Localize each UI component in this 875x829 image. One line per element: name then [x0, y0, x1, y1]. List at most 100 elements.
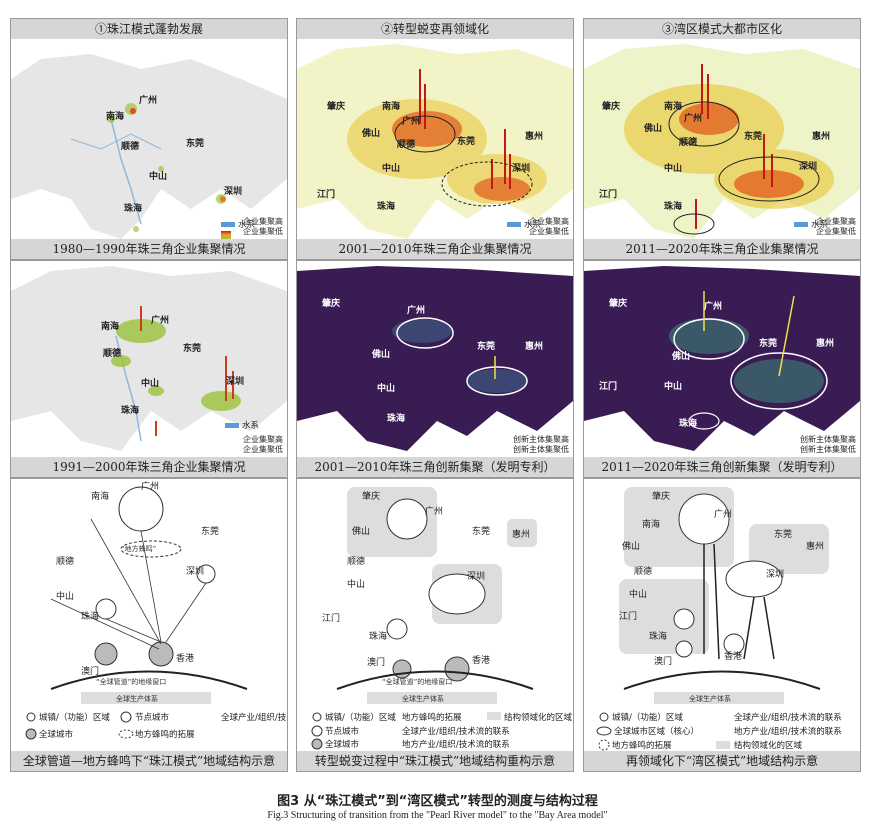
city-label-shunde: 顺德	[679, 136, 697, 148]
panel-title: ①珠江模式蓬勃发展	[11, 19, 287, 39]
city-label-zhaoqing: 肇庆	[327, 100, 345, 112]
water-legend-label: 水系	[524, 219, 541, 230]
innov-legend: 创新主体集聚高 创新主体集聚低	[800, 435, 856, 454]
city-label-nanhai: 南海	[106, 110, 124, 122]
node-label-zhuhai: 珠海	[649, 630, 667, 642]
city-label-zhuhai: 珠海	[387, 412, 405, 424]
city-label-zhongshan: 中山	[149, 170, 167, 182]
city-label-dongguan: 东莞	[477, 340, 495, 352]
panel-title: ②转型蜕变再领域化	[297, 19, 573, 39]
node-label-zhuhai: 珠海	[81, 610, 99, 622]
panel-7: 广州 南海 顺德 东莞 中山 深圳 珠海 澳门 香港 “地方蜂鸣” “全球管道”…	[10, 478, 288, 772]
innov-legend: 创新主体集聚高 创新主体集聚低	[513, 435, 569, 454]
panel-caption: 2011—2020年珠三角创新集聚（发明专利）	[584, 457, 860, 477]
panel-caption: 全球管道—地方蜂鸣下“珠江模式”地域结构示意	[11, 751, 287, 771]
city-label-zhaoqing: 肇庆	[602, 100, 620, 112]
city-label-nanhai: 南海	[382, 100, 400, 112]
map-innovation-2000s: 肇庆 广州 东莞 惠州 佛山 中山 珠海	[297, 261, 573, 457]
panel-caption: 1980—1990年珠三角企业集聚情况	[11, 239, 287, 259]
node-label-shenzhen: 深圳	[766, 569, 784, 580]
city-label-shunde: 顺德	[121, 140, 139, 152]
city-label-zhaoqing: 肇庆	[609, 297, 627, 309]
node-label-xianggang: 香港	[472, 654, 490, 666]
legend-buzz: 地方蜂鸣的拓展	[135, 729, 195, 740]
node-label-foshan: 佛山	[352, 525, 370, 537]
node-label-zhuhai: 珠海	[369, 630, 387, 642]
node-label-dongguan: 东莞	[774, 528, 792, 540]
legend-global: 全球城市	[39, 729, 74, 740]
node-label-foshan: 佛山	[622, 540, 640, 552]
node-label-shunde: 顺德	[634, 565, 652, 577]
window-label: “全球管道”的地缘窗口	[382, 677, 452, 686]
node-label-jiangmen: 江门	[322, 612, 340, 624]
node-label-xianggang: 香港	[724, 650, 742, 662]
city-label-zhongshan: 中山	[382, 162, 400, 174]
panel-4: 广州 南海 顺德 东莞 中山 深圳 珠海 水系 企业集聚高 企业集聚低 1991…	[10, 260, 288, 478]
production-label: 全球生产体系	[402, 694, 444, 703]
city-label-huizhou: 惠州	[816, 337, 834, 349]
city-label-foshan: 佛山	[643, 122, 662, 134]
legend-global: 全球城市	[325, 739, 360, 750]
panel-caption: 2001—2010年珠三角企业集聚情况	[297, 239, 573, 259]
node-label-huizhou: 惠州	[512, 528, 530, 540]
node-label-aomen: 澳门	[81, 665, 99, 677]
city-label-foshan: 佛山	[371, 348, 390, 360]
map-2000s: 肇庆 南海 广州 佛山 顺德 东莞 惠州 中山 深圳 江门 珠海 水系	[297, 39, 573, 239]
city-label-shenzhen: 深圳	[799, 160, 817, 172]
diagram-bay-area-model: 肇庆 南海 广州 佛山 顺德 东莞 惠州 中山 深圳 江门 珠海 澳门 香港 全…	[584, 479, 860, 751]
panel-title: ③湾区模式大都市区化	[584, 19, 860, 39]
node-label-guangzhou: 广州	[425, 505, 443, 517]
city-label-foshan: 佛山	[671, 350, 690, 362]
water-legend-label: 水系	[811, 219, 828, 230]
node-label-dongguan: 东莞	[201, 525, 219, 537]
legend-local-flow: 地方产业/组织/技术流的联系	[402, 739, 510, 750]
city-label-guangzhou: 广州	[684, 112, 702, 124]
node-label-dongguan: 东莞	[472, 525, 490, 537]
city-label-shenzhen: 深圳	[512, 162, 530, 174]
node-label-aomen: 澳门	[654, 655, 672, 667]
panel-1: ①珠江模式蓬勃发展 广州 南海 顺德 东莞 中山 深圳 珠海 水系 企业集聚高	[10, 18, 288, 260]
city-label-guangzhou: 广州	[407, 304, 425, 316]
city-label-zhongshan: 中山	[664, 162, 682, 174]
panel-2: ②转型蜕变再领域化 肇庆 南海 广州 佛山 顺德 东莞 惠州 中山	[296, 18, 574, 260]
legend-buzz: 地方蜂鸣的拓展	[612, 740, 672, 751]
legend-node: 节点城市	[325, 726, 360, 737]
node-label-zhongshan: 中山	[629, 588, 647, 600]
city-label-zhuhai: 珠海	[121, 404, 139, 416]
city-label-shenzhen: 深圳	[224, 185, 242, 197]
legend-town: 城镇/（功能）区域	[325, 712, 396, 723]
city-label-guangzhou: 广州	[139, 94, 157, 106]
node-label-shenzhen: 深圳	[186, 566, 204, 577]
city-label-zhuhai: 珠海	[664, 200, 682, 212]
legend-node: 节点城市	[135, 712, 170, 723]
panel-9: 肇庆 南海 广州 佛山 顺德 东莞 惠州 中山 深圳 江门 珠海 澳门 香港 全…	[583, 478, 861, 772]
panel-3: ③湾区模式大都市区化 肇庆 南海 广州 佛山 顺德 东莞 惠州	[583, 18, 861, 260]
legend-town: 城镇/（功能）区域	[612, 712, 683, 723]
agg-legend: 企业集聚高 企业集聚低	[243, 217, 283, 236]
city-label-zhongshan: 中山	[141, 377, 159, 389]
city-label-zhuhai: 珠海	[679, 417, 697, 429]
node-label-zhongshan: 中山	[56, 590, 74, 602]
panel-8: 肇庆 广州 佛山 东莞 惠州 顺德 中山 深圳 江门 珠海 澳门 香港 “全球管…	[296, 478, 574, 772]
legend-flow: 全球产业/组织/技术流的联系	[402, 726, 510, 737]
city-label-dongguan: 东莞	[183, 342, 201, 354]
city-label-shunde: 顺德	[397, 138, 415, 150]
node-label-shunde: 顺德	[347, 555, 365, 567]
node-label-guangzhou: 广州	[141, 480, 159, 492]
city-label-zhongshan: 中山	[664, 380, 682, 392]
city-label-nanhai: 南海	[101, 320, 119, 332]
legend-structure: 结构领域化的区域	[504, 712, 573, 723]
node-label-shenzhen: 深圳	[467, 571, 485, 582]
legend-town: 城镇/（功能）区域	[39, 712, 110, 723]
city-label-huizhou: 惠州	[525, 130, 543, 142]
panel-caption: 转型蜕变过程中“珠江模式”地域结构重构示意	[297, 751, 573, 771]
city-label-huizhou: 惠州	[812, 130, 830, 142]
production-label: 全球生产体系	[689, 694, 731, 703]
legend-global-region: 全球城市区域（核心）	[614, 726, 699, 737]
panel-caption: 1991—2000年珠三角企业集聚情况	[11, 457, 287, 477]
city-label-dongguan: 东莞	[186, 137, 204, 149]
node-label-zhongshan: 中山	[347, 578, 365, 590]
node-label-aomen: 澳门	[367, 656, 385, 668]
window-label: “全球管道”的地缘窗口	[96, 677, 166, 686]
diagram-transition: 肇庆 广州 佛山 东莞 惠州 顺德 中山 深圳 江门 珠海 澳门 香港 “全球管…	[297, 479, 573, 751]
